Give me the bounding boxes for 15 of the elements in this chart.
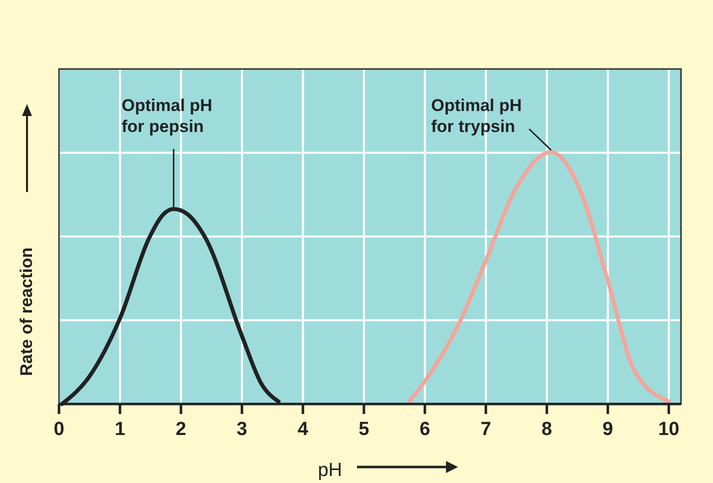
x-axis-title: pH <box>318 460 342 481</box>
annotation: Optimal pH for pepsin <box>122 96 212 136</box>
x-tick-label: 4 <box>298 419 309 440</box>
x-tick-label: 5 <box>358 419 370 440</box>
y-axis-title: Rate of reaction <box>17 248 36 376</box>
x-tick-label: 7 <box>480 419 492 440</box>
x-tick-label: 0 <box>54 419 64 440</box>
x-tick-label: 9 <box>602 419 614 440</box>
x-tick-label: 6 <box>420 419 430 440</box>
annotation: Optimal pH for trypsin <box>431 96 522 136</box>
x-tick-label: 2 <box>176 419 186 440</box>
x-tick-label: 1 <box>114 419 126 440</box>
x-tick-label: 10 <box>658 419 680 440</box>
x-tick-label: 8 <box>542 419 552 440</box>
x-tick-label: 3 <box>236 419 248 440</box>
